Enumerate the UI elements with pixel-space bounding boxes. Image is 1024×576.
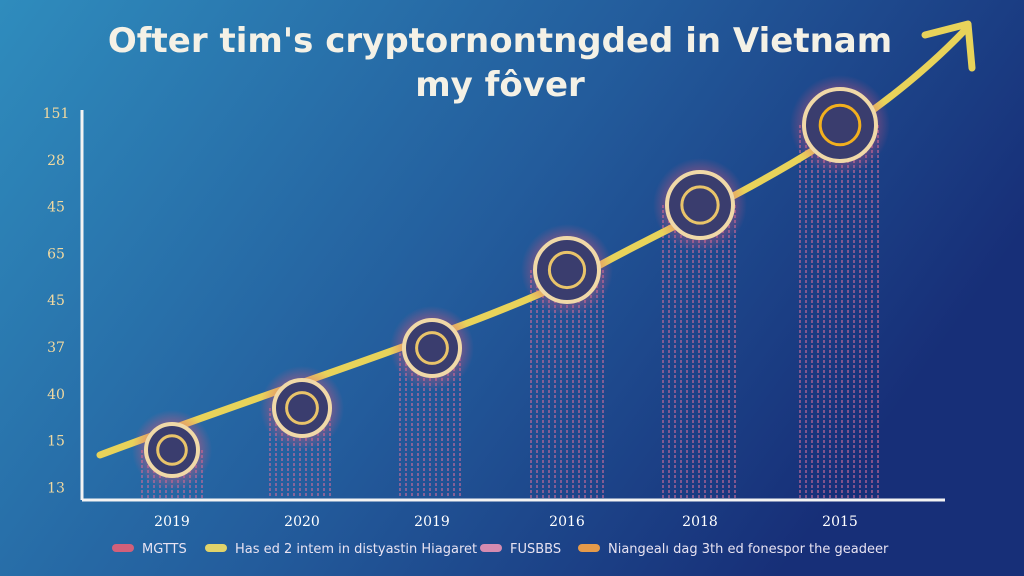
coin-inner (156, 434, 188, 466)
legend-swatch (578, 544, 600, 552)
y-axis-label: 15 (47, 434, 65, 450)
y-axis-label: 28 (47, 153, 65, 169)
label-group: 151 28 45 65 45 37 40 15 13 2019 2020 2019 2016 2018 2… (43, 106, 889, 557)
coin (665, 170, 735, 240)
y-axis-label: 13 (47, 480, 65, 496)
coin (402, 318, 462, 378)
legend-label: Has ed 2 intem in distyastin Hiagaret (235, 542, 477, 557)
coin-inner (680, 185, 720, 225)
title-line-1: Ofter tim's cryptornontngded in Vietnam (108, 21, 892, 61)
coin-inner (285, 391, 319, 425)
x-axis-label: 2019 (154, 514, 190, 530)
icon-group (132, 75, 890, 490)
y-axis-label: 37 (47, 340, 65, 356)
y-axis-label: 40 (47, 387, 65, 403)
legend-label: Niangealı dag 3th ed fonespor the geadee… (608, 542, 889, 557)
x-axis-label: 2016 (549, 514, 585, 530)
legend-label: FUSBBS (510, 542, 561, 557)
coin (144, 422, 200, 478)
coin (272, 378, 332, 438)
coin (802, 87, 878, 163)
x-axis-label: 2015 (822, 514, 858, 530)
y-axis-label: 45 (47, 293, 65, 309)
legend-swatch (205, 544, 227, 552)
y-axis-label: 45 (47, 200, 65, 216)
x-axis-label: 2018 (682, 514, 718, 530)
coin-inner (547, 250, 587, 290)
x-axis-label: 2019 (414, 514, 450, 530)
legend-label: MGTTS (142, 542, 187, 557)
y-axis-label: 65 (47, 246, 65, 262)
arrow-head (921, 20, 976, 72)
legend-swatch (480, 544, 502, 552)
legend-swatch (112, 544, 134, 552)
coin (533, 236, 601, 304)
title-line-2: my fôver (415, 65, 585, 105)
coin-inner (415, 331, 449, 365)
x-axis-label: 2020 (284, 514, 320, 530)
coin-inner (818, 103, 862, 147)
y-axis-label: 151 (43, 106, 70, 122)
